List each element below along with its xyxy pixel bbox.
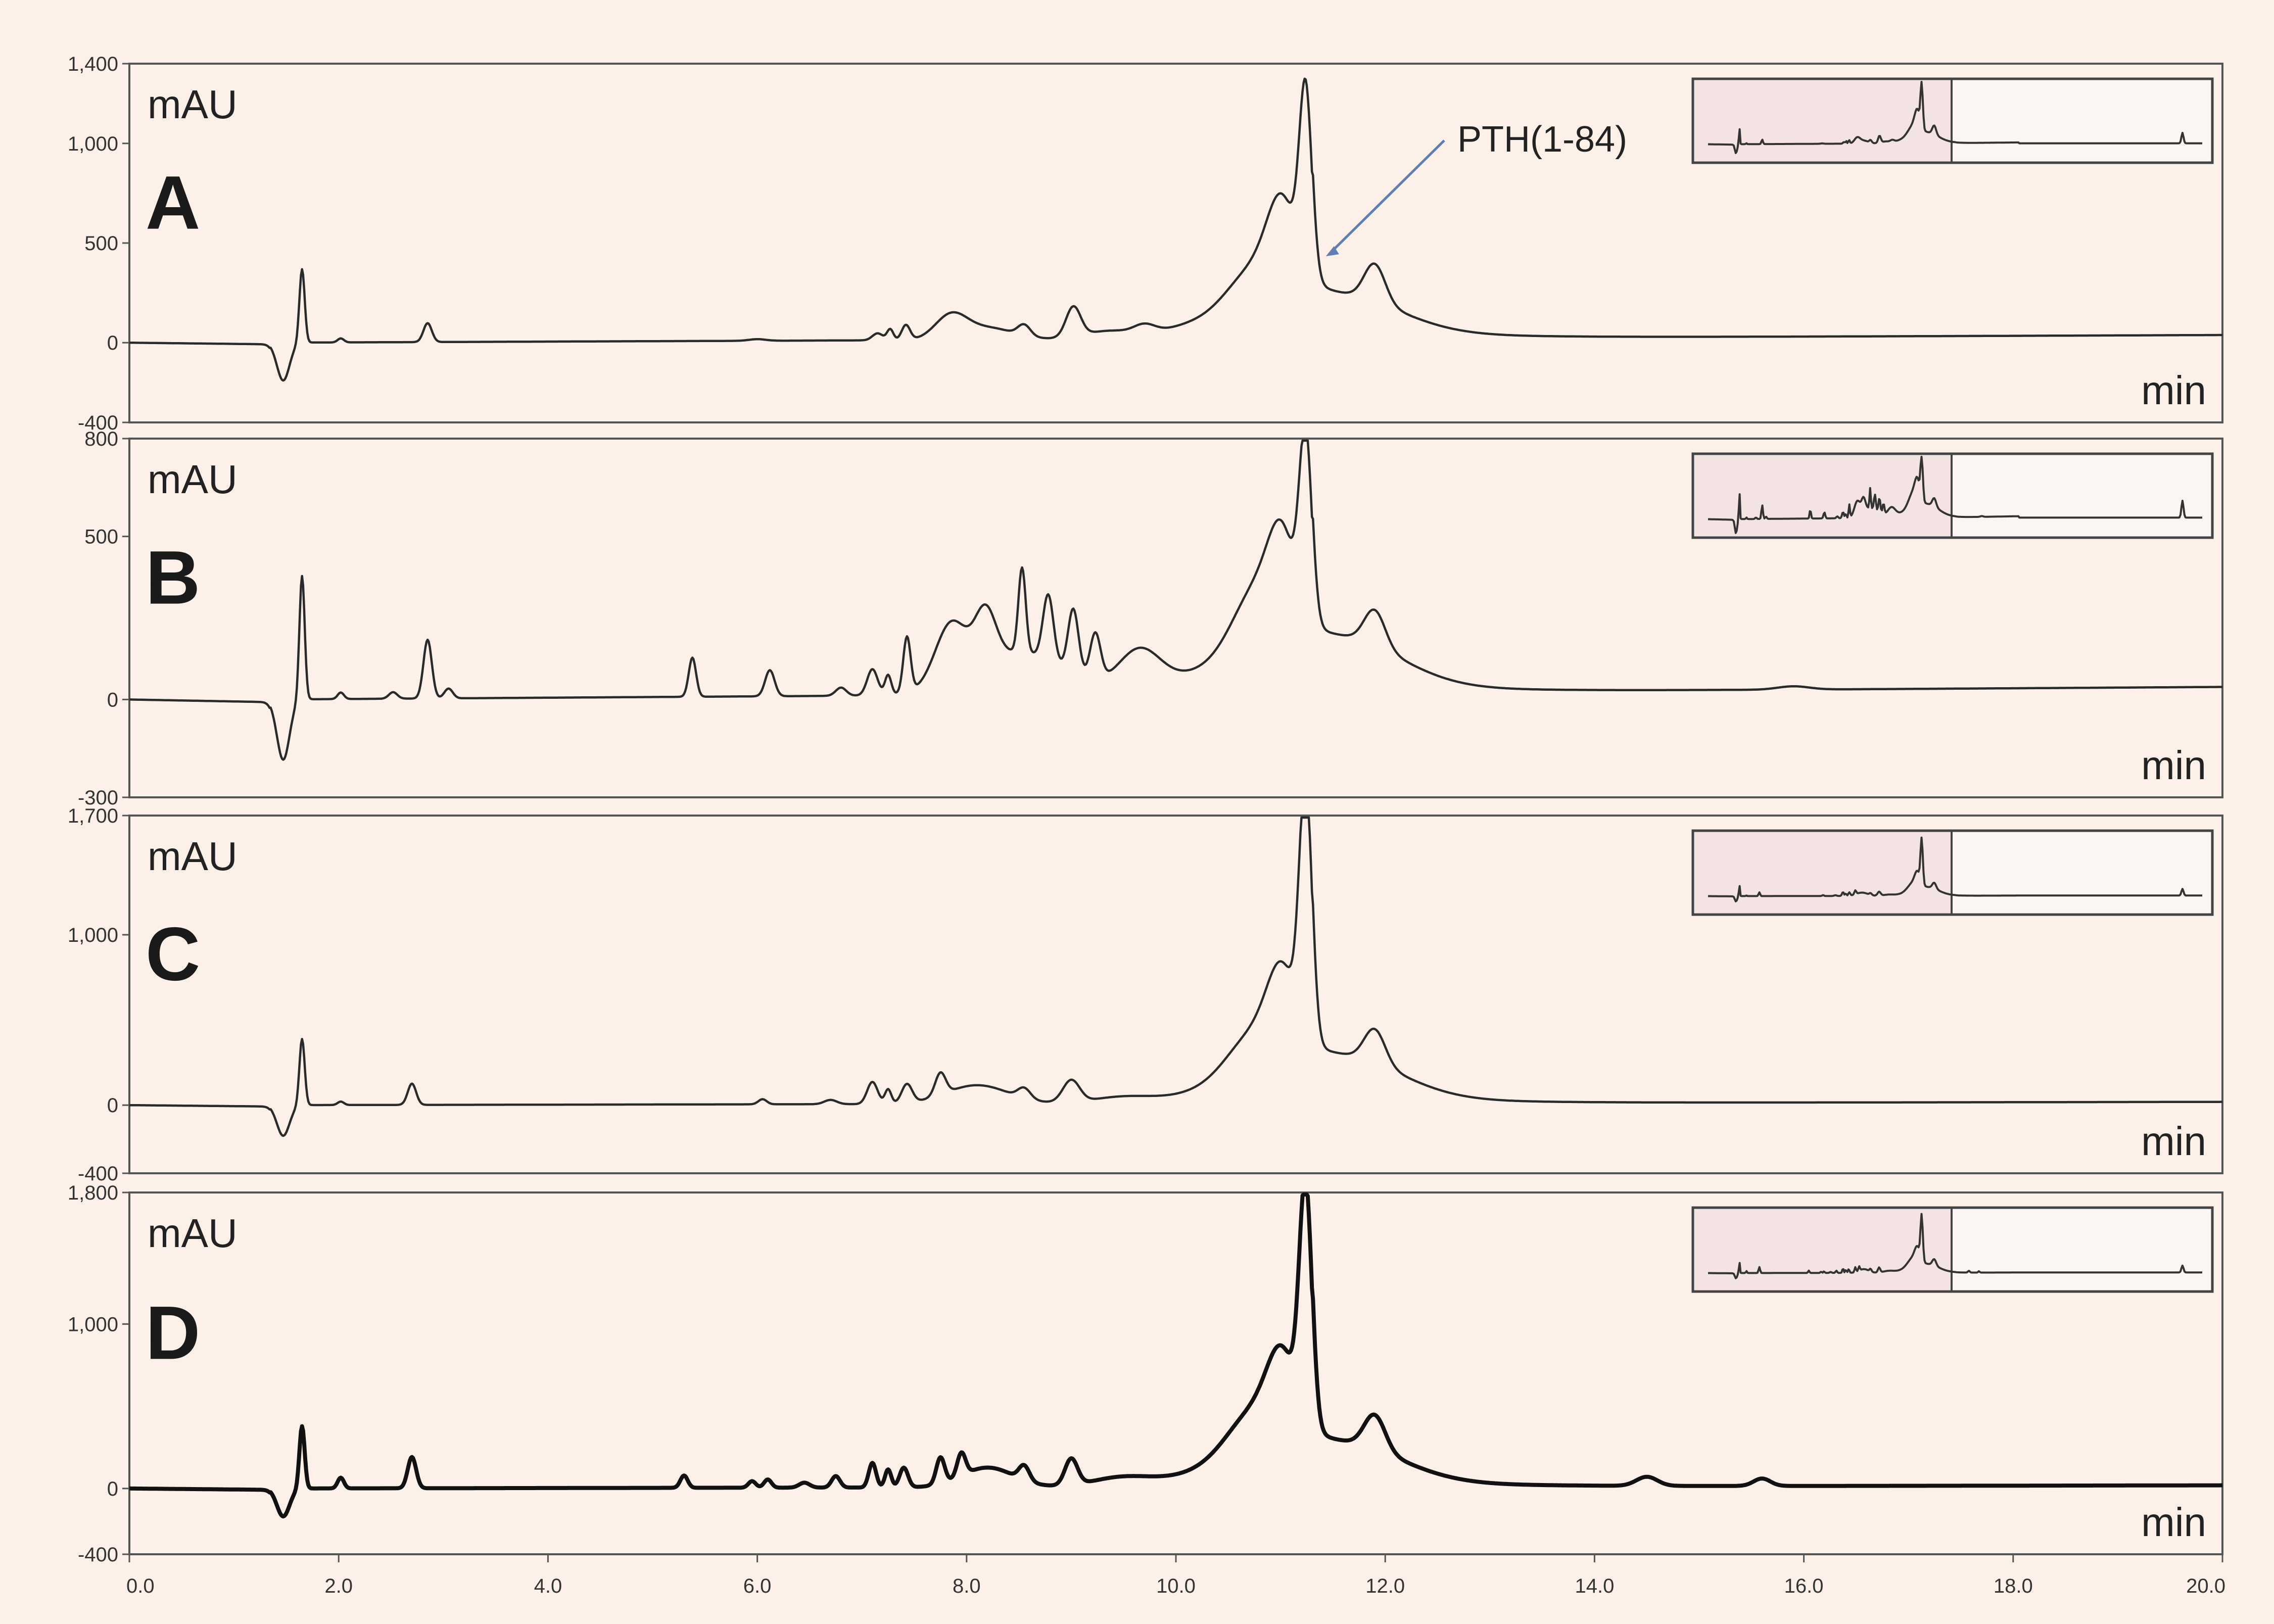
y-tick-label: 1,000 <box>68 924 118 946</box>
inset-trace <box>1708 456 2202 534</box>
annotation-label: PTH(1-84) <box>1457 119 1627 160</box>
annotation-arrow <box>1328 139 1445 255</box>
panels-layer: 1,400 1,000 500 0 -400 mAU min A PTH(1-84) 800 500… <box>68 53 2223 1566</box>
y-tick-label: 1,000 <box>68 133 118 155</box>
y-tick-label: 0 <box>107 1478 118 1500</box>
panel-frame <box>128 815 2223 1174</box>
chromatogram-trace <box>129 439 2223 761</box>
x-unit-label: min <box>2141 1500 2206 1545</box>
y-tick-label: 1,800 <box>68 1182 118 1204</box>
panel-letter: C <box>146 912 200 996</box>
inset-overview <box>1691 1206 2214 1293</box>
y-tick-label: 1,000 <box>68 1313 118 1335</box>
panel-b: 800 500 0 -300 mAU min B <box>78 428 2223 809</box>
inset-trace <box>1708 836 2202 902</box>
y-tick-label: -400 <box>78 412 118 434</box>
y-tick-label: -400 <box>78 1163 118 1185</box>
panel-d: 1,800 1,000 0 -400 mAU min D <box>68 1182 2223 1566</box>
x-tick-label: 10.0 <box>1156 1575 1196 1597</box>
panel-letter: B <box>146 535 200 620</box>
y-tick-label: 0 <box>107 332 118 354</box>
x-tick-label: 14.0 <box>1575 1575 1614 1597</box>
y-tick-label: 0 <box>107 1094 118 1117</box>
y-unit-label: mAU <box>148 834 238 879</box>
panel-frame <box>128 438 2223 798</box>
chromatogram-trace <box>128 1192 2223 1519</box>
x-tick-label: 16.0 <box>1784 1575 1824 1597</box>
y-tick-label: 800 <box>84 428 118 450</box>
inset-zoom-region <box>1694 1209 1952 1290</box>
x-tick-label: 2.0 <box>324 1575 353 1597</box>
y-unit-label: mAU <box>148 457 238 502</box>
panel-a: 1,400 1,000 500 0 -400 mAU min A PTH(1-84) <box>68 53 2223 434</box>
x-tick-label: 20.0 <box>2186 1575 2225 1597</box>
x-unit-label: min <box>2141 368 2206 413</box>
panel-letter: D <box>146 1290 200 1375</box>
y-unit-label: mAU <box>148 1211 238 1256</box>
x-tick-label: 0.0 <box>126 1575 155 1597</box>
x-unit-label: min <box>2141 1119 2206 1164</box>
inset-overview <box>1691 829 2214 916</box>
y-tick-label: 500 <box>84 232 118 255</box>
inset-trace <box>1708 1213 2202 1279</box>
x-unit-label: min <box>2141 743 2206 788</box>
panel-c: 1,700 1,000 0 -400 mAU min C <box>68 805 2223 1185</box>
x-tick-label: 4.0 <box>534 1575 562 1597</box>
y-tick-label: 0 <box>107 689 118 711</box>
y-tick-label: 500 <box>84 526 118 548</box>
y-tick-label: -300 <box>78 787 118 809</box>
x-tick-label: 8.0 <box>953 1575 981 1597</box>
y-tick-label: 1,700 <box>68 805 118 827</box>
x-tick-label: 18.0 <box>1994 1575 2033 1597</box>
annotation-arrowhead <box>1325 246 1339 257</box>
x-axis: 0.0 2.0 4.0 6.0 8.0 10.0 12.0 14.0 16.0 18.0 20.0 <box>126 1554 2225 1597</box>
x-tick-label: 6.0 <box>743 1575 772 1597</box>
inset-zoom-region <box>1694 832 1952 913</box>
inset-trace <box>1708 81 2202 154</box>
panel-letter: A <box>146 160 200 245</box>
y-tick-label: -400 <box>78 1544 118 1566</box>
inset-zoom-region <box>1694 455 1952 536</box>
y-tick-label: 1,400 <box>68 53 118 75</box>
inset-overview <box>1691 77 2214 164</box>
chromatogram-trace <box>129 816 2223 1137</box>
chromatogram-trace <box>129 77 2223 382</box>
x-tick-label: 12.0 <box>1365 1575 1405 1597</box>
inset-overview <box>1691 452 2214 539</box>
y-unit-label: mAU <box>148 82 238 127</box>
